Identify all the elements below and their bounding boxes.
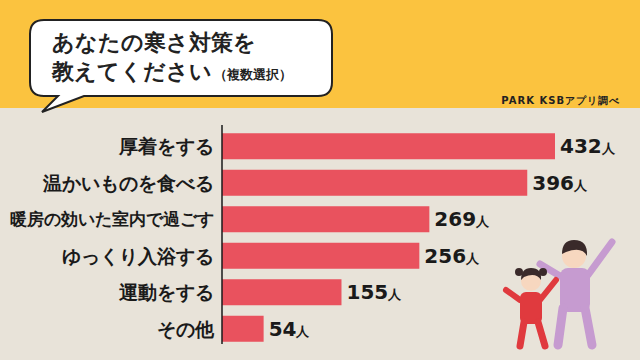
category-label: 厚着をする <box>118 135 214 157</box>
source-note: PARK KSBアプリ調べ <box>501 95 620 106</box>
data-label-unit: 人 <box>295 324 310 339</box>
data-label-number: 155 <box>346 280 388 304</box>
data-label-number: 269 <box>434 207 476 231</box>
subtitle: （複数選択） <box>214 67 292 82</box>
data-label: 54人 <box>269 317 311 341</box>
data-label-unit: 人 <box>465 251 480 266</box>
category-label: その他 <box>157 318 215 340</box>
data-label-number: 54 <box>269 317 297 341</box>
data-label-number: 396 <box>532 171 574 195</box>
legs <box>558 308 592 345</box>
arm <box>506 290 520 300</box>
category-label: ゆっくり入浴する <box>62 245 214 267</box>
data-label-unit: 人 <box>387 287 402 302</box>
bars <box>222 133 555 342</box>
category-label: 暖房の効いた室内で過ごす <box>10 209 214 229</box>
data-label: 155人 <box>346 280 402 304</box>
speech-bubble <box>30 20 332 112</box>
data-label-number: 432 <box>560 134 602 158</box>
data-label: 432人 <box>560 134 616 158</box>
data-label-unit: 人 <box>475 214 490 229</box>
bar <box>222 279 341 305</box>
illustration <box>506 240 612 346</box>
title-line: あなたの寒さ対策を <box>52 30 256 55</box>
bar <box>222 206 429 232</box>
data-label: 396人 <box>532 171 588 195</box>
bar <box>222 133 555 159</box>
data-label-unit: 人 <box>601 141 616 156</box>
bar <box>222 243 419 269</box>
hair <box>562 240 587 256</box>
bar <box>222 316 264 342</box>
hair-bun <box>515 268 523 276</box>
category-axis <box>221 125 223 344</box>
data-label: 269人 <box>434 207 490 231</box>
arm <box>540 264 560 276</box>
data-label: 256人 <box>424 244 480 268</box>
data-label-unit: 人 <box>573 178 588 193</box>
title-line: 教えてください <box>51 59 212 84</box>
arm <box>540 280 556 300</box>
chart: あなたの寒さ対策を教えてください（複数選択） PARK KSBアプリ調べ厚着をする… <box>0 0 640 360</box>
hair-bun <box>539 268 547 276</box>
legs <box>520 322 545 346</box>
category-label: 運動をする <box>118 281 214 303</box>
bar <box>222 170 527 196</box>
background <box>0 0 640 360</box>
arm <box>588 242 612 275</box>
data-label-number: 256 <box>424 244 466 268</box>
hair <box>521 268 541 280</box>
category-label: 温かいものを食べる <box>42 172 214 194</box>
